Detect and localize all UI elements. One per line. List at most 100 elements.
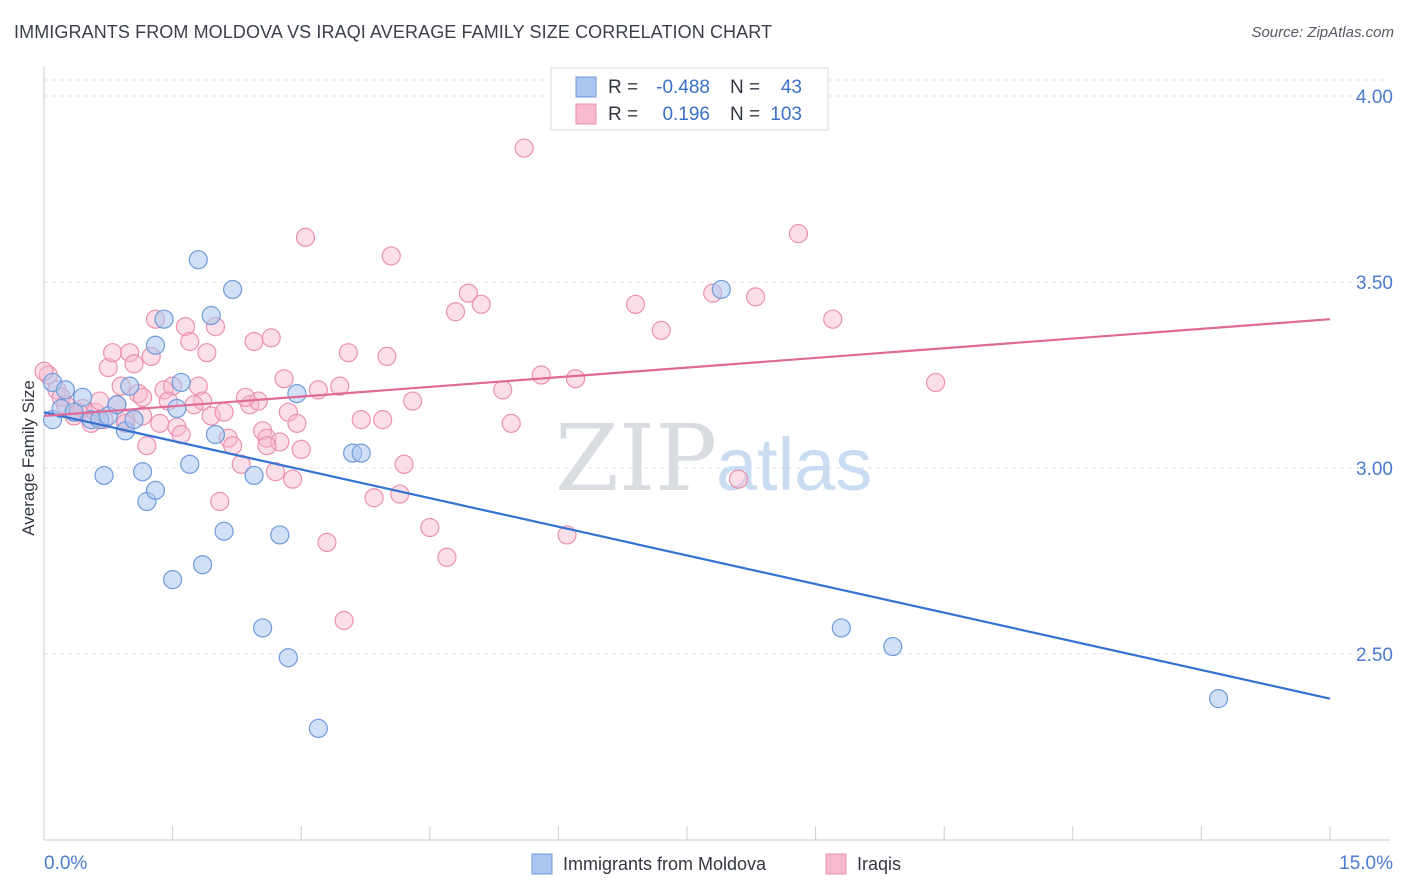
point-iraqi bbox=[334, 610, 354, 631]
point-moldova bbox=[132, 462, 153, 482]
point-moldova bbox=[223, 279, 243, 300]
legend-r-value-iraqi: 0.196 bbox=[662, 104, 710, 125]
legend-n-label-moldova: N = bbox=[730, 77, 760, 98]
point-moldova bbox=[253, 618, 273, 638]
point-iraqi bbox=[394, 454, 414, 474]
watermark-zip: ZIP bbox=[555, 405, 717, 512]
series-legend: Immigrants from Moldova Iraqis bbox=[531, 853, 901, 875]
point-iraqi bbox=[390, 484, 410, 504]
point-iraqi bbox=[257, 428, 277, 448]
point-iraqi bbox=[531, 365, 551, 385]
trend-line-moldova bbox=[43, 411, 1331, 700]
point-iraqi bbox=[261, 328, 281, 348]
point-moldova bbox=[193, 555, 213, 575]
point-iraqi bbox=[210, 491, 230, 512]
point-moldova bbox=[171, 372, 191, 393]
point-iraqi bbox=[214, 402, 234, 422]
point-iraqi bbox=[120, 343, 140, 363]
point-iraqi bbox=[124, 354, 144, 374]
correlation-legend: R = -0.488 N = 43 R = 0.196 N = 103 bbox=[550, 67, 829, 131]
legend-swatch-iraqi bbox=[575, 103, 597, 125]
point-iraqi bbox=[788, 224, 809, 244]
trend-line-iraqi bbox=[43, 318, 1331, 418]
point-iraqi bbox=[257, 436, 277, 456]
point-moldova bbox=[883, 636, 903, 657]
point-iraqi bbox=[270, 432, 290, 452]
axes bbox=[43, 66, 1390, 841]
point-iraqi bbox=[102, 343, 123, 363]
y-axis-label: Average Family Size bbox=[19, 380, 38, 536]
point-iraqi bbox=[471, 294, 491, 314]
point-iraqi bbox=[132, 387, 153, 407]
y-tick-label: 4.00 bbox=[1356, 87, 1393, 108]
point-iraqi bbox=[317, 532, 337, 553]
point-moldova bbox=[154, 309, 174, 329]
point-iraqi bbox=[364, 488, 384, 508]
point-iraqi bbox=[295, 227, 316, 247]
point-iraqi bbox=[351, 410, 371, 430]
series-legend-label-iraqi: Iraqis bbox=[857, 854, 901, 874]
legend-n-label-iraqi: N = bbox=[730, 104, 760, 125]
point-iraqi bbox=[98, 357, 118, 378]
point-moldova bbox=[124, 410, 144, 430]
point-iraqi bbox=[244, 331, 264, 352]
watermark: ZIP atlas bbox=[555, 405, 872, 512]
series-legend-swatch-moldova bbox=[531, 853, 553, 875]
point-moldova bbox=[72, 387, 93, 407]
point-iraqi bbox=[728, 469, 749, 489]
point-iraqi bbox=[565, 369, 586, 389]
point-moldova bbox=[145, 335, 166, 355]
point-iraqi bbox=[823, 309, 843, 329]
point-moldova bbox=[278, 648, 298, 668]
point-moldova bbox=[120, 376, 140, 396]
point-moldova bbox=[711, 279, 731, 300]
point-iraqi bbox=[651, 320, 671, 340]
point-iraqi bbox=[201, 406, 221, 426]
point-iraqi bbox=[625, 294, 646, 314]
point-moldova bbox=[163, 569, 183, 590]
point-moldova bbox=[244, 465, 264, 486]
point-moldova bbox=[1208, 689, 1229, 709]
legend-box bbox=[550, 67, 829, 131]
point-iraqi bbox=[150, 413, 170, 433]
point-iraqi bbox=[437, 547, 457, 567]
point-iraqi bbox=[445, 302, 466, 322]
point-moldova bbox=[205, 424, 226, 445]
point-iraqi bbox=[493, 380, 513, 400]
point-moldova bbox=[831, 618, 851, 638]
point-iraqi bbox=[373, 410, 393, 430]
point-moldova bbox=[167, 398, 187, 419]
y-tick-label: 3.00 bbox=[1356, 459, 1393, 480]
chart-title: IMMIGRANTS FROM MOLDOVA VS IRAQI AVERAGE… bbox=[14, 22, 773, 42]
point-moldova bbox=[180, 454, 200, 474]
point-iraqi bbox=[175, 317, 196, 337]
point-iraqi bbox=[514, 138, 534, 158]
series-legend-label-moldova: Immigrants from Moldova bbox=[563, 854, 767, 874]
point-moldova bbox=[201, 305, 221, 326]
point-iraqi bbox=[283, 469, 303, 489]
point-moldova bbox=[145, 480, 166, 500]
legend-swatch-moldova bbox=[575, 76, 597, 98]
series-moldova bbox=[42, 250, 1229, 739]
legend-r-value-moldova: -0.488 bbox=[656, 77, 710, 98]
point-iraqi bbox=[330, 376, 350, 396]
point-iraqi bbox=[926, 372, 946, 393]
point-iraqi bbox=[137, 436, 157, 456]
point-iraqi bbox=[501, 413, 521, 433]
series-legend-swatch-iraqi bbox=[825, 853, 847, 875]
legend-r-label-moldova: R = bbox=[608, 77, 638, 98]
point-iraqi bbox=[403, 391, 423, 411]
point-iraqi bbox=[291, 439, 311, 459]
y-tick-label: 2.50 bbox=[1356, 645, 1393, 666]
tick-labels: 2.50 3.00 3.50 4.00 0.0% 15.0% bbox=[44, 87, 1393, 874]
point-moldova bbox=[351, 443, 371, 463]
gridlines bbox=[44, 79, 1390, 655]
point-iraqi bbox=[235, 387, 256, 407]
watermark-atlas: atlas bbox=[716, 423, 872, 506]
point-iraqi bbox=[180, 331, 200, 352]
trend-lines bbox=[43, 318, 1331, 700]
point-iraqi bbox=[338, 343, 358, 363]
legend-n-value-iraqi: 103 bbox=[770, 104, 802, 125]
point-iraqi bbox=[381, 246, 401, 266]
